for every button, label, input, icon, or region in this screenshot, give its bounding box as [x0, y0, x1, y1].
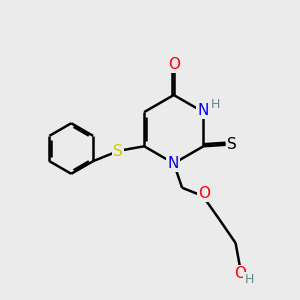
Text: O: O [234, 266, 246, 281]
Text: S: S [113, 144, 123, 159]
Text: N: N [167, 156, 179, 171]
Text: S: S [227, 137, 237, 152]
Text: N: N [198, 103, 209, 118]
Text: O: O [168, 57, 180, 72]
Text: H: H [211, 98, 220, 111]
Text: H: H [244, 273, 254, 286]
Text: O: O [198, 186, 210, 201]
